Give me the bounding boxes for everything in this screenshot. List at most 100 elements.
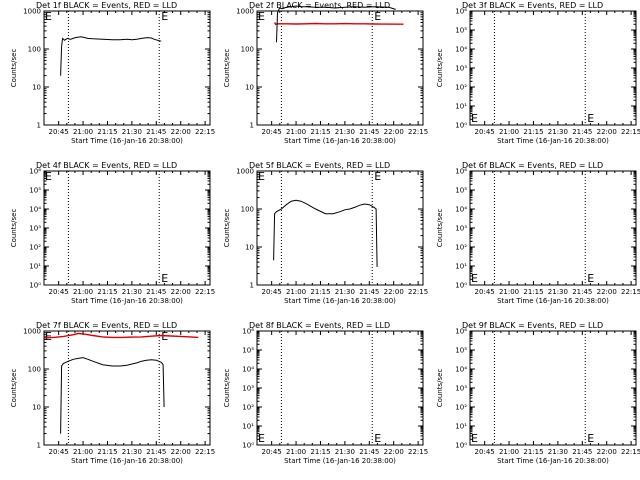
y-tick-label: 100: [28, 366, 41, 374]
x-axis-label: Start Time (16-Jan-16 20:38:00): [497, 297, 609, 305]
panel-title: Det 3f BLACK = Events, RED = LLD: [462, 1, 603, 10]
x-axis-label: Start Time (16-Jan-16 20:38:00): [71, 137, 183, 145]
x-tick-label: 20:45: [49, 288, 69, 296]
x-tick-label: 20:45: [262, 128, 282, 136]
lld-rate-line: [43, 332, 199, 339]
y-tick-label: 10⁴: [455, 366, 467, 374]
event-rate-line: [273, 199, 378, 267]
y-tick-label: 10⁰: [29, 282, 41, 290]
x-tick-label: 21:00: [499, 288, 519, 296]
marker-label-e: E: [161, 272, 168, 285]
marker-label-e: E: [471, 272, 478, 285]
y-tick-label: 10¹: [455, 263, 467, 271]
x-tick-label: 21:15: [97, 448, 117, 456]
y-tick-label: 10⁰: [455, 282, 467, 290]
y-axis-label: Counts/sec: [436, 49, 444, 88]
panel-det-7: Det 7f BLACK = Events, RED = LLD 1 10 100 10…: [10, 321, 215, 465]
y-tick-label: 10⁵: [455, 347, 467, 355]
marker-label-e: E: [374, 10, 381, 23]
y-tick-label: 10²: [455, 84, 467, 92]
y-tick-label: 100: [241, 46, 254, 54]
y-tick-label: 1000: [23, 328, 41, 336]
panel-title: Det 9f BLACK = Events, RED = LLD: [462, 321, 603, 330]
x-tick-label: 22:00: [597, 288, 617, 296]
x-axis-label: Start Time (16-Jan-16 20:38:00): [71, 297, 183, 305]
x-tick-label: 21:30: [335, 448, 355, 456]
x-tick-label: 22:15: [621, 288, 640, 296]
y-tick-label: 100: [28, 46, 41, 54]
y-tick-label: 10⁵: [242, 347, 254, 355]
marker-label-e: E: [374, 170, 381, 183]
y-tick-label: 10⁵: [29, 187, 41, 195]
y-tick-label: 10⁴: [455, 46, 467, 54]
y-tick-label: 10²: [242, 404, 254, 412]
marker-label-e: E: [45, 10, 52, 23]
x-tick-label: 22:15: [621, 448, 640, 456]
y-tick-label: 10⁶: [455, 328, 467, 336]
y-tick-label: 10⁶: [29, 168, 41, 176]
x-tick-label: 22:00: [597, 128, 617, 136]
panel-det-4: Det 4f BLACK = Events, RED = LLD 10⁰ 10¹ 10…: [10, 161, 215, 305]
panel-det-5: Det 5f BLACK = Events, RED = LLD 1 10 100 10…: [223, 161, 428, 305]
x-tick-label: 21:30: [548, 448, 568, 456]
panel-title: Det 2f BLACK = Events, RED = LLD: [249, 1, 390, 10]
marker-label-e: E: [374, 432, 381, 445]
x-tick-label: 22:15: [408, 128, 428, 136]
x-tick-label: 22:15: [621, 128, 640, 136]
x-tick-label: 21:15: [97, 128, 117, 136]
event-rate-line: [60, 36, 162, 76]
y-axis-label: Counts/sec: [223, 369, 231, 408]
x-tick-label: 21:15: [523, 128, 543, 136]
y-axis-label: Counts/sec: [10, 209, 18, 248]
y-tick-label: 10⁰: [455, 442, 467, 450]
panel-title: Det 6f BLACK = Events, RED = LLD: [462, 161, 603, 170]
x-tick-label: 21:00: [73, 128, 93, 136]
x-tick-label: 21:45: [146, 448, 166, 456]
x-tick-label: 21:00: [73, 288, 93, 296]
y-tick-label: 1000: [236, 168, 254, 176]
marker-label-e: E: [161, 10, 168, 23]
x-tick-label: 20:45: [49, 448, 69, 456]
x-tick-label: 20:45: [262, 288, 282, 296]
x-tick-label: 21:15: [97, 288, 117, 296]
y-tick-label: 10⁵: [455, 187, 467, 195]
marker-label-e: E: [587, 432, 594, 445]
x-tick-label: 21:00: [286, 288, 306, 296]
x-tick-label: 21:30: [122, 448, 142, 456]
y-tick-label: 10³: [455, 225, 467, 233]
x-axis-label: Start Time (16-Jan-16 20:38:00): [284, 137, 396, 145]
panel-title: Det 8f BLACK = Events, RED = LLD: [249, 321, 390, 330]
marker-label-e: E: [258, 170, 265, 183]
x-tick-label: 22:15: [195, 288, 215, 296]
y-tick-label: 10⁶: [242, 328, 254, 336]
y-tick-label: 10: [32, 84, 41, 92]
panel-det-8: Det 8f BLACK = Events, RED = LLD 10⁰ 10¹ 10…: [223, 321, 428, 465]
y-tick-label: 10¹: [455, 103, 467, 111]
y-tick-label: 1000: [23, 8, 41, 16]
marker-label-e: E: [471, 432, 478, 445]
y-tick-label: 10¹: [455, 423, 467, 431]
panel-det-1: Det 1f BLACK = Events, RED = LLD 1 10 100 10…: [10, 1, 215, 145]
panel-det-6: Det 6f BLACK = Events, RED = LLD 10⁰ 10¹ 10…: [436, 161, 640, 305]
lld-rate-line: [273, 22, 404, 25]
y-tick-label: 10⁰: [242, 442, 254, 450]
x-tick-label: 21:45: [572, 288, 592, 296]
x-tick-label: 21:15: [310, 128, 330, 136]
y-tick-label: 10³: [455, 65, 467, 73]
marker-label-e: E: [45, 170, 52, 183]
y-axis-label: Counts/sec: [10, 369, 18, 408]
x-tick-label: 21:45: [572, 448, 592, 456]
y-tick-label: 10³: [455, 385, 467, 393]
x-tick-label: 21:00: [499, 448, 519, 456]
x-tick-label: 21:00: [499, 128, 519, 136]
x-tick-label: 20:45: [49, 128, 69, 136]
x-tick-label: 20:45: [475, 128, 495, 136]
x-tick-label: 20:45: [475, 288, 495, 296]
y-axis-label: Counts/sec: [223, 209, 231, 248]
panel-title: Det 4f BLACK = Events, RED = LLD: [36, 161, 177, 170]
x-tick-label: 20:45: [475, 448, 495, 456]
x-tick-label: 21:45: [146, 288, 166, 296]
x-tick-label: 22:15: [408, 288, 428, 296]
event-rate-line: [276, 5, 396, 43]
x-tick-label: 21:00: [286, 448, 306, 456]
